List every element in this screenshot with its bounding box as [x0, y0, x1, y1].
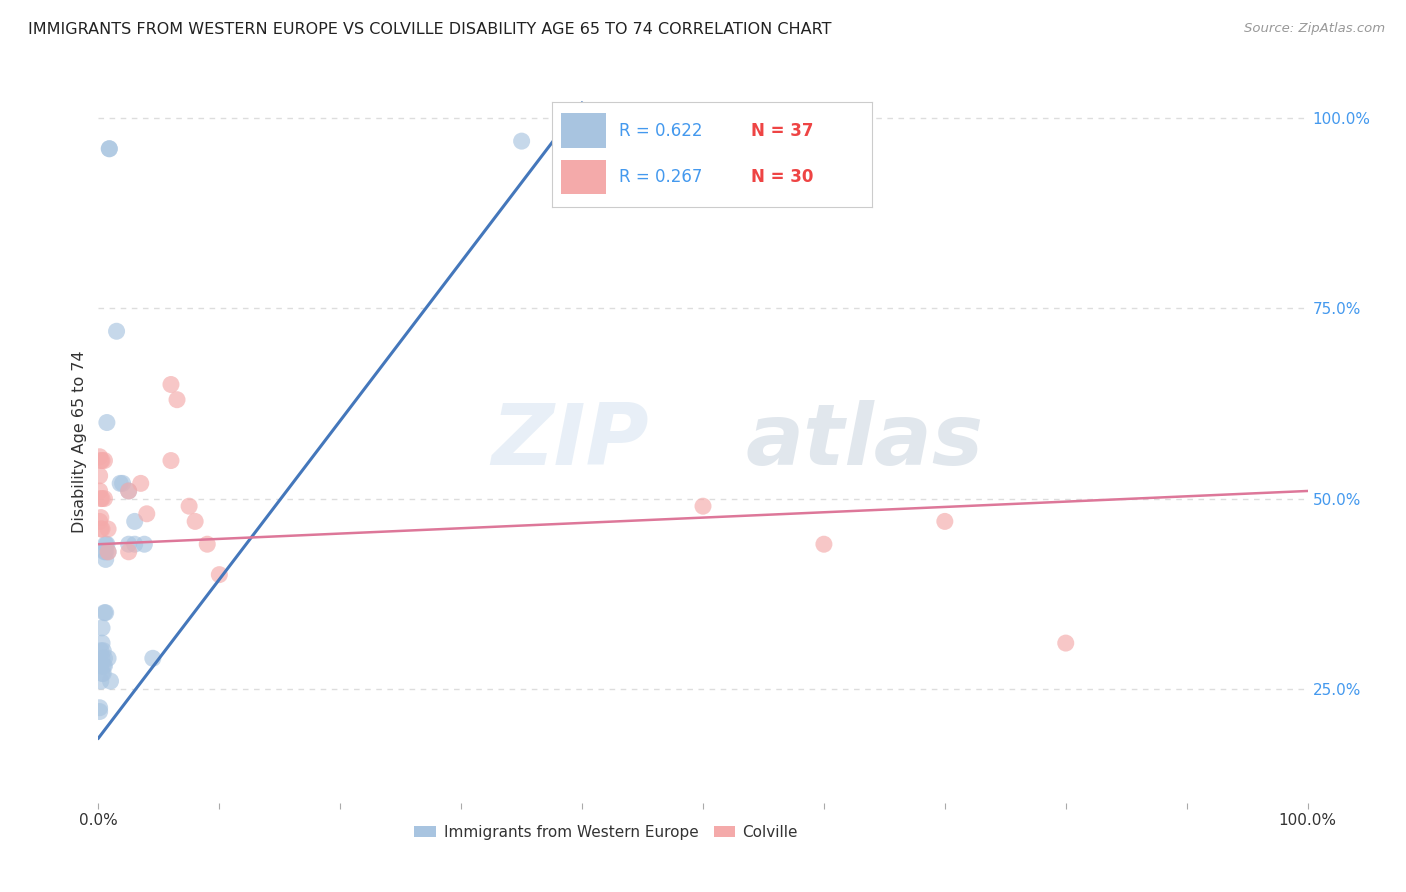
Point — [96, 416, 118, 430]
Point — [90, 643, 112, 657]
Point — [142, 651, 165, 665]
Text: Source: ZipAtlas.com: Source: ZipAtlas.com — [1244, 22, 1385, 36]
Point — [118, 483, 141, 498]
Point — [93, 606, 115, 620]
Text: IMMIGRANTS FROM WESTERN EUROPE VS COLVILLE DISABILITY AGE 65 TO 74 CORRELATION C: IMMIGRANTS FROM WESTERN EUROPE VS COLVIL… — [28, 22, 831, 37]
Point — [89, 700, 111, 714]
Y-axis label: Disability Age 65 to 74: Disability Age 65 to 74 — [72, 351, 87, 533]
Point — [94, 606, 117, 620]
Point — [91, 491, 114, 506]
Point — [96, 537, 118, 551]
Point — [208, 567, 231, 582]
Point — [692, 499, 714, 513]
Point — [94, 552, 117, 566]
Point — [91, 659, 114, 673]
Point — [813, 537, 835, 551]
Point — [129, 476, 152, 491]
Point — [93, 545, 115, 559]
Legend: Immigrants from Western Europe, Colville: Immigrants from Western Europe, Colville — [408, 819, 804, 846]
Point — [195, 537, 218, 551]
Point — [91, 651, 114, 665]
Point — [91, 666, 114, 681]
Point — [91, 666, 114, 681]
Point — [98, 142, 121, 156]
Point — [94, 545, 117, 559]
Point — [90, 491, 112, 506]
Point — [160, 453, 183, 467]
Point — [97, 545, 120, 559]
Point — [160, 377, 183, 392]
Point — [124, 515, 146, 529]
Point — [135, 507, 157, 521]
Point — [1054, 636, 1077, 650]
Point — [90, 674, 112, 689]
Point — [91, 621, 114, 635]
Point — [98, 142, 121, 156]
Point — [89, 483, 111, 498]
Point — [184, 515, 207, 529]
Point — [89, 468, 111, 483]
Point — [108, 476, 131, 491]
Point — [118, 537, 141, 551]
Point — [90, 659, 112, 673]
Point — [91, 643, 114, 657]
Point — [90, 522, 112, 536]
Point — [118, 483, 141, 498]
Point — [179, 499, 201, 513]
Point — [97, 651, 120, 665]
Point — [124, 537, 146, 551]
Point — [89, 705, 111, 719]
Point — [89, 450, 111, 464]
Point — [91, 636, 114, 650]
Point — [93, 491, 115, 506]
Point — [166, 392, 188, 407]
Point — [94, 537, 117, 551]
Point — [97, 522, 120, 536]
Point — [105, 324, 128, 338]
Point — [91, 522, 114, 536]
Point — [90, 453, 112, 467]
Point — [97, 545, 120, 559]
Point — [134, 537, 156, 551]
Point — [89, 515, 111, 529]
Text: atlas: atlas — [745, 400, 983, 483]
Point — [100, 674, 122, 689]
Point — [91, 453, 114, 467]
Point — [934, 515, 956, 529]
Point — [118, 545, 141, 559]
Point — [90, 510, 112, 524]
Point — [111, 476, 134, 491]
Point — [510, 134, 533, 148]
Point — [93, 453, 115, 467]
Point — [93, 651, 115, 665]
Text: ZIP: ZIP — [491, 400, 648, 483]
Point — [93, 659, 115, 673]
